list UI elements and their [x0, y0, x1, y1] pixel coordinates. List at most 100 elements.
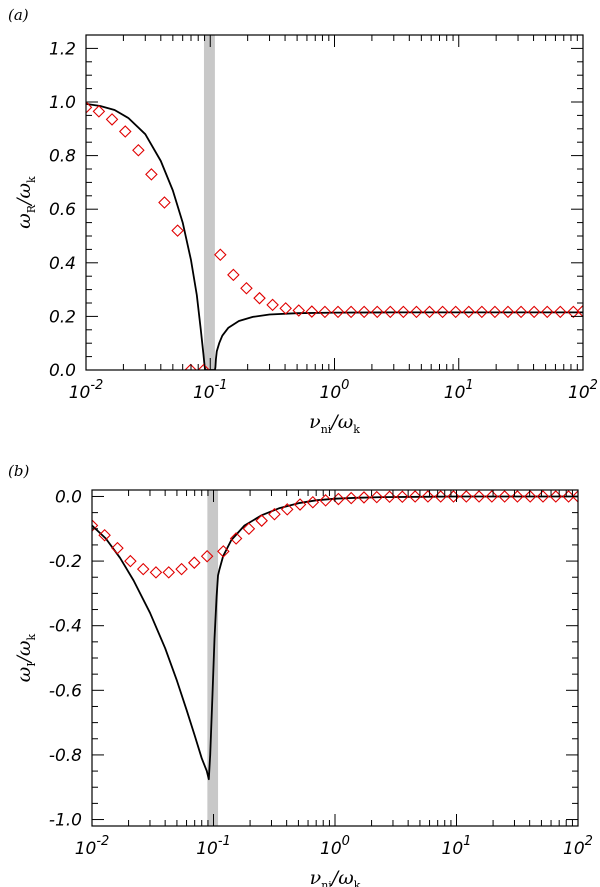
data-point-marker: [197, 363, 210, 370]
data-point-marker: [488, 305, 502, 319]
data-point-marker: [527, 305, 541, 319]
data-point-marker: [460, 490, 473, 503]
data-point-marker: [370, 305, 384, 319]
data-point-marker: [408, 490, 422, 503]
chart-panel-b: (b) 10-2 10-1 100 101 102 -1.0 -0.8 -0.6 -0.4 -0.2…: [8, 462, 593, 887]
data-point-marker: [357, 305, 371, 319]
y-tick-label: 0.8: [49, 147, 76, 167]
x-axis-label: νni/ωk: [309, 411, 360, 436]
data-point-marker: [318, 305, 332, 319]
data-point-marker: [242, 522, 256, 536]
data-point-marker: [253, 291, 266, 305]
data-point-marker: [576, 304, 583, 318]
x-tick-label: 101: [442, 834, 472, 859]
data-point-marker: [397, 305, 410, 319]
data-point-marker: [158, 196, 171, 209]
data-point-marker: [188, 556, 201, 569]
data-point-marker: [92, 519, 99, 532]
data-point-marker: [554, 305, 567, 319]
data-point-marker: [357, 491, 371, 504]
data-point-marker: [498, 490, 511, 503]
data-point-marker: [410, 305, 423, 319]
data-point-marker: [293, 498, 307, 511]
panel-label: (b): [8, 462, 29, 480]
data-point-marker: [280, 503, 294, 516]
data-point-marker: [523, 490, 537, 503]
y-tick-label: 0.6: [49, 200, 76, 220]
data-point-marker: [145, 168, 158, 181]
data-point-marker: [105, 113, 119, 126]
y-axis-label: ωI/ωk: [13, 633, 38, 682]
data-point-marker: [171, 224, 184, 237]
data-point-marker: [472, 490, 486, 503]
data-point-marker: [514, 305, 528, 319]
data-point-marker: [118, 125, 132, 138]
y-axis-label: ωR/ωk: [13, 176, 38, 229]
x-axis-label: νni/ωk: [310, 867, 361, 887]
data-point-marker: [344, 305, 358, 319]
data-point-marker: [227, 268, 240, 282]
data-point-marker: [331, 305, 345, 319]
y-tick-label: 0.0: [55, 487, 82, 507]
data-point-marker: [536, 490, 550, 503]
x-tick-label: 100: [320, 834, 350, 859]
shaded-band: [207, 490, 219, 826]
data-point-marker: [111, 541, 124, 555]
data-point-marker: [567, 305, 580, 319]
x-tick-label: 100: [320, 378, 350, 403]
data-point-marker: [229, 532, 243, 545]
y-tick-label: -1.0: [49, 811, 82, 831]
data-point-marker: [124, 554, 137, 568]
y-tick-label: -0.8: [49, 746, 82, 766]
data-point-marker: [175, 562, 188, 576]
data-point-marker: [217, 545, 230, 558]
data-point-marker: [305, 305, 319, 318]
x-tick-label: 10-2: [75, 834, 110, 859]
data-point-marker: [540, 305, 554, 319]
data-point-marker: [92, 105, 106, 118]
data-point-marker: [266, 298, 279, 312]
y-tick-label: -0.4: [49, 617, 82, 637]
x-tick-label: 102: [563, 834, 593, 859]
data-point-marker: [344, 491, 358, 505]
data-point-marker: [162, 566, 175, 579]
x-tick-label: 102: [568, 378, 598, 403]
data-point-marker: [475, 305, 489, 319]
y-tick-label: 0.4: [49, 254, 76, 274]
data-point-marker: [292, 304, 306, 317]
data-point-marker: [132, 143, 145, 157]
data-point-marker: [184, 363, 197, 370]
data-point-marker: [240, 281, 253, 295]
data-point-marker: [485, 490, 499, 503]
data-point-marker: [511, 490, 524, 503]
data-point-marker: [319, 494, 332, 507]
series-line-analytic: [92, 495, 578, 781]
y-tick-label: -0.6: [49, 681, 82, 701]
x-tick-label: 10-2: [69, 378, 104, 403]
x-tick-label: 10-1: [193, 378, 228, 403]
data-point-marker: [370, 490, 384, 504]
x-tick-label: 101: [444, 378, 474, 403]
data-point-marker: [98, 528, 111, 542]
data-point-marker: [214, 248, 227, 262]
data-point-marker: [501, 305, 515, 319]
panel-label: (a): [8, 6, 29, 24]
plot-frame: [85, 34, 584, 371]
y-tick-label: 0.2: [49, 307, 76, 327]
y-tick-label: 0.0: [49, 361, 76, 381]
series-markers-numerical: [92, 490, 578, 579]
data-point-marker: [86, 101, 93, 114]
data-point-marker: [423, 305, 436, 319]
data-point-marker: [436, 305, 449, 319]
data-point-marker: [306, 495, 320, 509]
series-markers-numerical: [86, 101, 583, 370]
data-point-marker: [571, 490, 578, 503]
chart-panel-a: (a) 10-2 10-1 100 101 102 0.0 0.2 0.4 0.6 0.8 1.0 1.…: [8, 6, 598, 436]
data-point-marker: [279, 302, 292, 315]
y-tick-label: 1.2: [49, 39, 76, 59]
data-point-marker: [268, 507, 281, 521]
data-point-marker: [421, 490, 435, 503]
x-tick-label: 10-1: [196, 834, 231, 859]
data-point-marker: [255, 514, 268, 527]
